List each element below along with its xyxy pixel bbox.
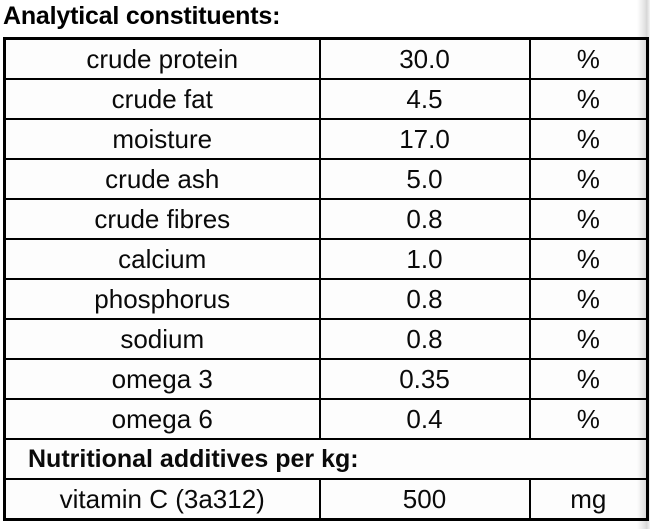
constituent-value-cell: 1.0 [318,238,531,280]
table-row: moisture 17.0 % [3,118,649,160]
constituent-name-cell: crude fibres [3,198,321,240]
constituent-name-cell: sodium [3,318,321,360]
constituent-name-cell: omega 3 [3,358,321,400]
section-header-row: Nutritional additives per kg: [3,438,649,480]
table-row: crude protein 30.0 % [3,37,649,80]
constituent-unit-cell: % [528,278,649,320]
constituent-name-cell: crude protein [3,37,321,80]
table-row: crude ash 5.0 % [3,158,649,200]
table-row: omega 6 0.4 % [3,398,649,440]
constituent-unit-cell: % [528,198,649,240]
nutritional-additives-heading: Nutritional additives per kg: [3,438,649,480]
constituent-unit-cell: % [528,158,649,200]
constituent-name-cell: calcium [3,238,321,280]
constituent-value-cell: 0.4 [318,398,531,440]
constituent-value-cell: 4.5 [318,78,531,120]
constituent-value-cell: 0.8 [318,278,531,320]
constituent-unit-cell: % [528,118,649,160]
constituents-table: crude protein 30.0 % crude fat 4.5 % moi… [3,37,649,521]
additive-name-cell: vitamin C (3a312) [3,478,321,521]
constituent-unit-cell: % [528,318,649,360]
constituent-unit-cell: % [528,238,649,280]
constituent-value-cell: 0.8 [318,318,531,360]
constituent-unit-cell: % [528,358,649,400]
constituent-value-cell: 30.0 [318,37,531,80]
constituent-name-cell: phosphorus [3,278,321,320]
additive-row: vitamin C (3a312) 500 mg [3,478,649,521]
table-row: omega 3 0.35 % [3,358,649,400]
constituent-name-cell: crude fat [3,78,321,120]
analytical-constituents-heading: Analytical constituents: [3,2,281,30]
constituent-unit-cell: % [528,398,649,440]
constituent-value-cell: 0.8 [318,198,531,240]
constituent-name-cell: moisture [3,118,321,160]
constituent-value-cell: 0.35 [318,358,531,400]
constituent-name-cell: crude ash [3,158,321,200]
constituent-unit-cell: % [528,78,649,120]
constituent-name-cell: omega 6 [3,398,321,440]
additive-unit-cell: mg [528,478,649,521]
table-row: sodium 0.8 % [3,318,649,360]
table-row: crude fat 4.5 % [3,78,649,120]
table-row: crude fibres 0.8 % [3,198,649,240]
constituent-value-cell: 17.0 [318,118,531,160]
table-row: calcium 1.0 % [3,238,649,280]
constituent-unit-cell: % [528,37,649,80]
constituent-value-cell: 5.0 [318,158,531,200]
table-row: phosphorus 0.8 % [3,278,649,320]
additive-value-cell: 500 [318,478,531,521]
